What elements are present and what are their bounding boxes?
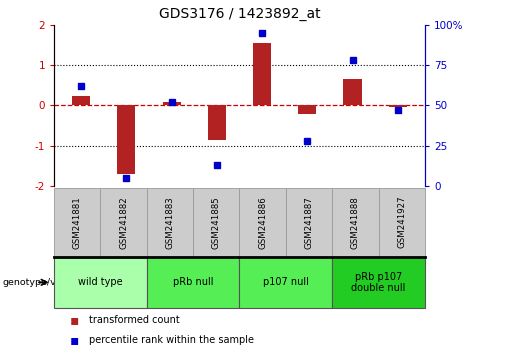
Text: pRb p107
double null: pRb p107 double null [351, 272, 406, 293]
Text: GSM241881: GSM241881 [73, 196, 82, 249]
Text: ▪: ▪ [70, 333, 79, 347]
Bar [344, 79, 362, 105]
Text: GSM241887: GSM241887 [304, 196, 314, 249]
Text: pRb null: pRb null [173, 277, 213, 287]
Bar [117, 105, 135, 174]
Text: GSM241886: GSM241886 [258, 196, 267, 249]
Title: GDS3176 / 1423892_at: GDS3176 / 1423892_at [159, 7, 320, 21]
Text: wild type: wild type [78, 277, 123, 287]
Text: GSM241888: GSM241888 [351, 196, 360, 249]
Bar [298, 105, 316, 114]
Text: p107 null: p107 null [263, 277, 309, 287]
Text: GSM241883: GSM241883 [165, 196, 175, 249]
Bar [72, 96, 90, 105]
Text: GSM241882: GSM241882 [119, 196, 128, 249]
Text: ▪: ▪ [70, 313, 79, 327]
Bar [389, 105, 407, 107]
Bar [208, 105, 226, 139]
Bar [163, 102, 181, 105]
Text: transformed count: transformed count [89, 315, 180, 325]
Text: GSM241927: GSM241927 [397, 196, 406, 249]
Text: genotype/variation: genotype/variation [3, 278, 93, 287]
Bar [253, 43, 271, 105]
Text: GSM241885: GSM241885 [212, 196, 221, 249]
Text: percentile rank within the sample: percentile rank within the sample [89, 335, 254, 345]
